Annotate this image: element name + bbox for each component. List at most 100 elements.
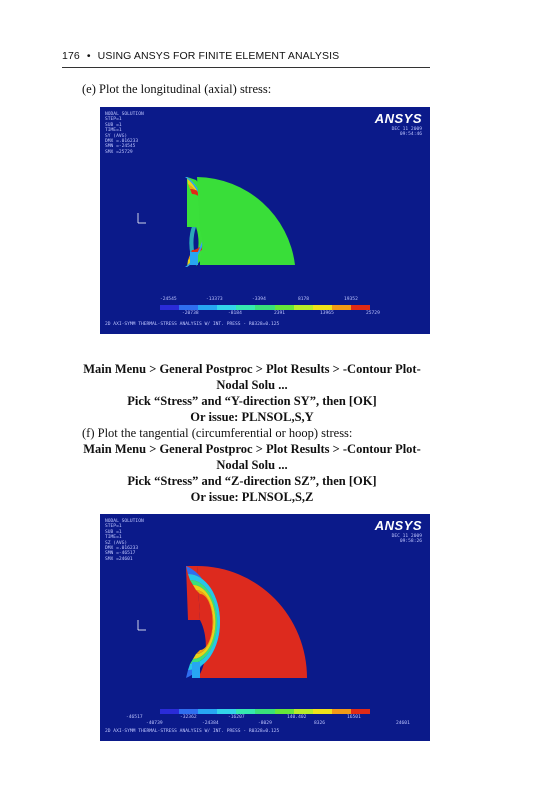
menu-path-line: Nodal Solu ...	[216, 458, 288, 472]
info-line: DMX =.016233	[105, 546, 139, 552]
colorbar-label: 13965	[320, 311, 334, 316]
info-line: NODAL SOLUTION	[105, 112, 144, 117]
colorbar-swatch	[198, 305, 218, 310]
colorbar-label: -8029	[258, 721, 272, 726]
date-line: DEC 11 2009	[391, 534, 422, 539]
info-line: STEP=1	[105, 117, 122, 123]
contour-step	[190, 252, 198, 265]
info-line: SMN =-46517	[105, 551, 136, 557]
colorbar-swatch	[331, 305, 351, 310]
info-line: SUB =1	[105, 122, 122, 128]
colorbar-swatch	[274, 305, 294, 310]
info-line: TIME=1	[105, 128, 122, 134]
colorbar-swatch	[217, 305, 237, 310]
colorbar-label: -8184	[228, 311, 242, 316]
info-line: SY (AVG)	[105, 133, 128, 139]
info-line: SMN =-24545	[105, 144, 136, 150]
menu-path-line: Main Menu > General Postproc > Plot Resu…	[83, 442, 421, 456]
page-number: 176	[62, 50, 80, 62]
info-line: SMX =24601	[105, 556, 133, 562]
colorbar-label: -24545	[160, 297, 177, 302]
colorbar-label: 16501	[347, 715, 361, 720]
colorbar-label: -20738	[182, 311, 199, 316]
contour-green-fill	[197, 177, 295, 265]
colorbar-label: -24384	[202, 721, 219, 726]
colorbar-swatch	[331, 709, 351, 714]
page-header: 176 • USING ANSYS FOR FINITE ELEMENT ANA…	[62, 50, 432, 62]
info-line: NODAL SOLUTION	[105, 519, 144, 524]
colorbar-swatch	[350, 709, 371, 714]
date-line: 09:58:26	[399, 539, 422, 545]
contour-main-region	[197, 566, 307, 678]
colorbar-label: -46517	[126, 715, 143, 720]
date-line: 09:54:46	[399, 132, 422, 138]
colorbar-swatch	[350, 305, 371, 310]
item-f-text: (f) Plot the tangential (circumferential…	[82, 426, 353, 440]
colorbar-label: 24601	[396, 721, 410, 726]
ansys-figure-hoop-stress: NODAL SOLUTION STEP=1 SUB =1 TIME=1 SZ (…	[100, 514, 430, 741]
issue-command: Or issue: PLNSOL,S,Z	[190, 490, 314, 504]
running-title: USING ANSYS FOR FINITE ELEMENT ANALYSIS	[97, 50, 340, 62]
contour-step	[192, 662, 200, 678]
colorbar-swatch	[255, 305, 275, 310]
info-line: STEP=1	[105, 524, 122, 530]
colorbar-label: -13373	[206, 297, 223, 302]
colorbar-swatch	[160, 305, 180, 310]
header-rule	[62, 67, 430, 68]
colorbar-label: -32362	[180, 715, 197, 720]
colorbar-labels-bottom: -20738 -8184 2391 13965 25729	[100, 311, 430, 319]
contour-plot	[137, 177, 295, 267]
colorbar-label: 2391	[274, 311, 286, 316]
issue-command: Or issue: PLNSOL,S,Y	[190, 410, 314, 424]
pick-instruction: Pick “Stress” and “Y-direction SY”, then…	[127, 394, 377, 408]
colorbar-labels-top: -24545 -13373 -3394 8178 19352	[100, 297, 430, 305]
figure-caption: 2D AXI-SYMM THERMAL-STRESS ANALYSIS W/ I…	[105, 729, 280, 734]
menu-path-line: Nodal Solu ...	[216, 378, 288, 392]
ansys-logo: ANSYS	[374, 111, 422, 126]
colorbar	[160, 709, 371, 714]
colorbar	[160, 305, 371, 310]
colorbar-swatch	[236, 709, 256, 714]
colorbar-swatch	[217, 709, 237, 714]
colorbar-swatch	[179, 305, 199, 310]
figure-info-block: NODAL SOLUTION STEP=1 SUB =1 TIME=1 SZ (…	[105, 519, 144, 562]
info-line: TIME=1	[105, 535, 122, 541]
colorbar-swatch	[255, 709, 275, 714]
colorbar-label: -3394	[252, 297, 266, 302]
contour-plot	[137, 566, 307, 678]
figure-date: DEC 11 2009 09:58:26	[392, 534, 422, 545]
colorbar-swatch	[293, 305, 313, 310]
date-line: DEC 11 2009	[391, 127, 422, 132]
colorbar-labels-top: -46517 -32362 -16207 140.402 16501	[100, 715, 430, 723]
colorbar-label: 19352	[344, 297, 358, 302]
figure-info-block: NODAL SOLUTION STEP=1 SUB =1 TIME=1 SY (…	[105, 112, 144, 155]
colorbar-swatch	[312, 709, 332, 714]
colorbar-label: 8178	[298, 297, 310, 302]
ansys-logo: ANSYS	[374, 518, 422, 533]
colorbar-swatch	[312, 305, 332, 310]
colorbar-swatch	[236, 305, 256, 310]
menu-path-1: Main Menu > General Postproc > Plot Resu…	[62, 361, 442, 425]
info-line: SUB =1	[105, 529, 122, 535]
colorbar-swatch	[198, 709, 218, 714]
menu-path-line: Main Menu > General Postproc > Plot Resu…	[83, 362, 421, 376]
ansys-figure-axial-stress: NODAL SOLUTION STEP=1 SUB =1 TIME=1 SY (…	[100, 107, 430, 334]
colorbar-labels-bottom: -40739 -24384 -8029 8326 24601	[100, 721, 430, 729]
colorbar-label: 140.402	[287, 715, 307, 720]
colorbar-label: 8326	[314, 721, 326, 726]
colorbar-label: -16207	[228, 715, 245, 720]
pick-instruction: Pick “Stress” and “Z-direction SZ”, then…	[127, 474, 377, 488]
info-line: SMX =25729	[105, 149, 133, 155]
figure-caption: 2D AXI-SYMM THERMAL-STRESS ANALYSIS W/ I…	[105, 322, 280, 327]
figure-date: DEC 11 2009 09:54:46	[392, 127, 422, 138]
header-bullet: •	[86, 50, 91, 62]
colorbar-swatch	[274, 709, 294, 714]
colorbar-swatch	[293, 709, 313, 714]
colorbar-swatch	[179, 709, 199, 714]
menu-path-2: Main Menu > General Postproc > Plot Resu…	[62, 441, 442, 505]
colorbar-label: -40739	[146, 721, 163, 726]
info-line: SZ (AVG)	[105, 540, 128, 546]
item-e-text: (e) Plot the longitudinal (axial) stress…	[82, 82, 272, 96]
colorbar-label: 25729	[366, 311, 380, 316]
info-line: DMX =.016233	[105, 139, 139, 145]
